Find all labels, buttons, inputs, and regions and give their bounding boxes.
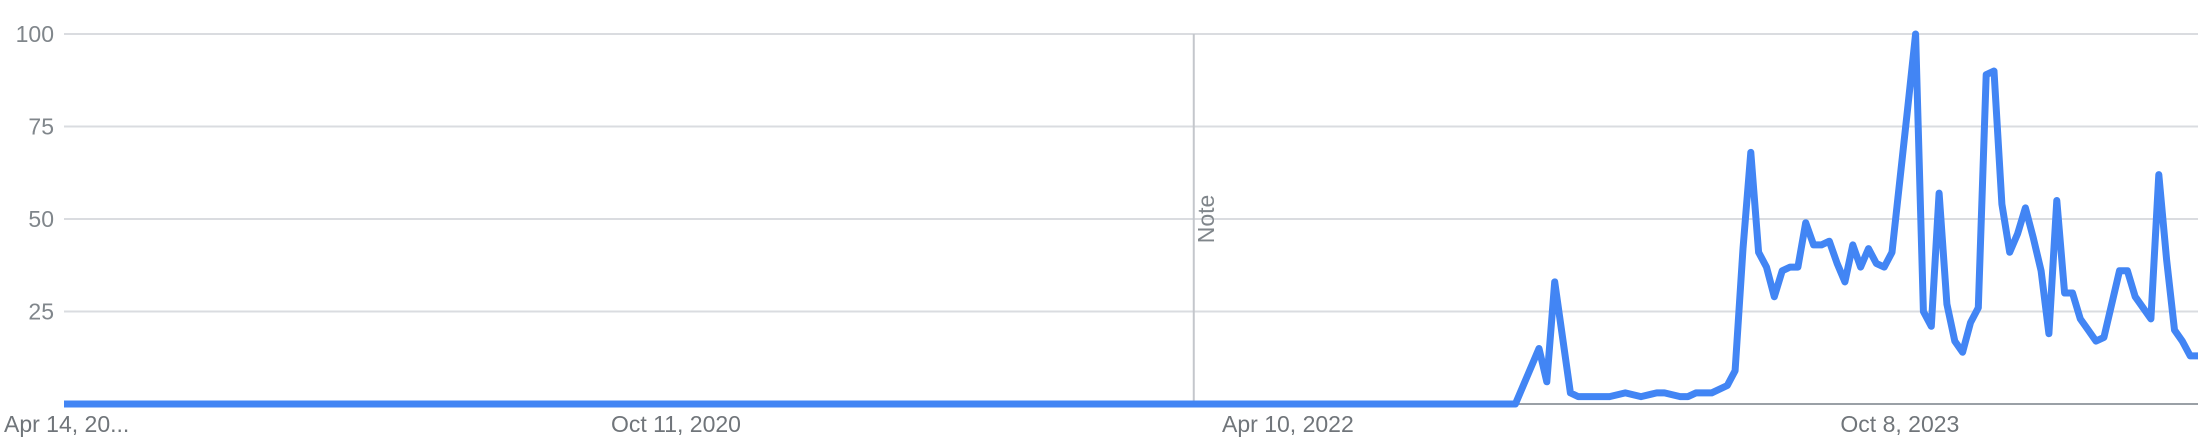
x-tick-label-3: Oct 8, 2023 — [1840, 411, 1959, 437]
x-tick-label-2: Apr 10, 2022 — [1222, 411, 1354, 437]
y-tick-label-100: 100 — [16, 21, 54, 47]
y-tick-label-25: 25 — [28, 299, 54, 325]
gridlines — [64, 33, 2198, 405]
x-tick-label-0: Apr 14, 20... — [4, 411, 129, 437]
y-axis-ticks: 25 50 75 100 — [16, 21, 54, 325]
y-tick-label-50: 50 — [28, 206, 54, 232]
note-label: Note — [1193, 195, 1219, 244]
series-layer — [64, 30, 2198, 408]
y-tick-label-75: 75 — [28, 114, 54, 140]
x-axis-ticks: Apr 14, 20... Oct 11, 2020 Apr 10, 2022 Oct… — [4, 411, 1959, 437]
note-annotation: Note — [1192, 34, 1219, 404]
x-tick-label-1: Oct 11, 2020 — [611, 411, 741, 437]
series-line — [64, 30, 2198, 408]
